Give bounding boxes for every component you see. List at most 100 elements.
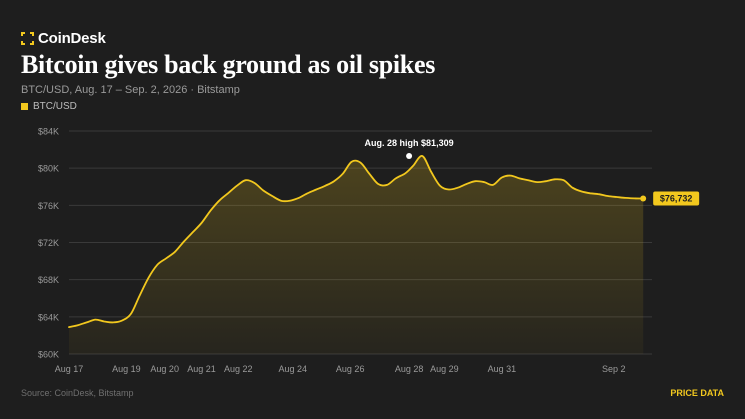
data-point	[165, 257, 167, 259]
data-point	[563, 179, 565, 181]
data-point	[598, 193, 600, 195]
data-point	[360, 162, 362, 164]
data-point	[307, 192, 309, 194]
brand: CoinDesk	[21, 30, 106, 47]
y-tick-label: $60K	[38, 350, 59, 360]
data-point	[448, 189, 450, 191]
data-point	[421, 155, 423, 157]
data-point	[404, 173, 406, 175]
data-point	[156, 264, 158, 266]
data-point	[572, 187, 574, 189]
data-point	[368, 173, 370, 175]
x-tick-label: Aug 21	[187, 364, 216, 374]
price-data-tag: PRICE DATA	[670, 388, 724, 398]
data-point	[510, 175, 512, 177]
x-axis-labels: Aug 17 Aug 19 Aug 20 Aug 21 Aug 22 Aug 24 Aug …	[55, 364, 626, 374]
data-point	[262, 190, 264, 192]
data-point	[342, 173, 344, 175]
data-point	[139, 295, 141, 297]
legend: BTC/USD	[21, 101, 77, 112]
data-point	[209, 210, 211, 212]
data-point	[589, 192, 591, 194]
data-point	[148, 277, 150, 279]
data-point	[227, 192, 229, 194]
x-tick-label: Sep 2	[602, 364, 626, 374]
data-point	[183, 241, 185, 243]
data-point	[430, 171, 432, 173]
data-point	[386, 184, 388, 186]
data-point	[333, 180, 335, 182]
data-point	[289, 200, 291, 202]
data-point	[68, 326, 70, 328]
data-point	[86, 322, 88, 324]
y-tick-label: $80K	[38, 164, 59, 174]
data-point	[616, 196, 618, 198]
data-point	[483, 181, 485, 183]
data-point	[536, 181, 538, 183]
data-point	[218, 200, 220, 202]
x-tick-label: Aug 19	[112, 364, 141, 374]
y-tick-label: $76K	[38, 201, 59, 211]
x-tick-label: Aug 29	[430, 364, 459, 374]
high-marker	[406, 153, 413, 160]
x-tick-label: Aug 22	[224, 364, 253, 374]
data-point	[457, 187, 459, 189]
data-point	[395, 177, 397, 179]
data-point	[77, 324, 79, 326]
data-point	[201, 222, 203, 224]
data-point	[439, 185, 441, 187]
data-point	[174, 251, 176, 253]
last-price-label: $76,732	[660, 194, 693, 204]
data-point	[625, 197, 627, 199]
data-point	[545, 180, 547, 182]
data-point	[95, 319, 97, 321]
chart-subtitle: BTC/USD, Aug. 17 – Sep. 2, 2026 · Bitsta…	[21, 84, 240, 96]
data-point	[280, 200, 282, 202]
x-tick-label: Aug 28	[395, 364, 424, 374]
x-tick-label: Aug 20	[150, 364, 179, 374]
legend-label: BTC/USD	[33, 101, 77, 112]
y-tick-label: $68K	[38, 275, 59, 285]
data-point	[315, 189, 317, 191]
data-point	[130, 313, 132, 315]
x-tick-label: Aug 31	[488, 364, 517, 374]
data-point	[103, 321, 105, 323]
brand-name: CoinDesk	[38, 30, 106, 47]
data-point	[236, 185, 238, 187]
y-tick-label: $72K	[38, 238, 59, 248]
price-area	[69, 155, 644, 354]
data-point	[492, 184, 494, 186]
high-annotation: Aug. 28 high $81,309	[365, 138, 454, 148]
data-point	[377, 183, 379, 185]
data-point	[501, 177, 503, 179]
y-tick-label: $84K	[38, 127, 59, 137]
data-point	[245, 179, 247, 181]
data-point	[519, 177, 521, 179]
chart-title: Bitcoin gives back ground as oil spikes	[21, 50, 436, 79]
y-axis-labels: $60K $64K $68K $72K $76K $80K $84K	[38, 127, 59, 360]
x-tick-label: Aug 26	[336, 364, 365, 374]
data-point	[413, 164, 415, 166]
data-point	[298, 197, 300, 199]
coindesk-logo-icon	[21, 32, 34, 45]
data-point	[112, 322, 114, 324]
data-point	[633, 197, 635, 199]
data-point	[408, 169, 410, 171]
y-tick-label: $64K	[38, 312, 59, 322]
last-price-badge: $76,732	[653, 191, 700, 206]
data-point	[527, 179, 529, 181]
x-tick-label: Aug 24	[279, 364, 308, 374]
data-point	[254, 182, 256, 184]
data-point	[324, 185, 326, 187]
data-point	[607, 195, 609, 197]
data-point	[580, 190, 582, 192]
data-point	[271, 195, 273, 197]
data-point	[474, 180, 476, 182]
data-point	[192, 231, 194, 233]
price-line	[68, 155, 645, 328]
last-price-marker	[640, 195, 647, 202]
data-point	[466, 183, 468, 185]
data-point	[554, 178, 556, 180]
data-point	[121, 320, 123, 322]
source-note: Source: CoinDesk, Bitstamp	[21, 388, 134, 398]
